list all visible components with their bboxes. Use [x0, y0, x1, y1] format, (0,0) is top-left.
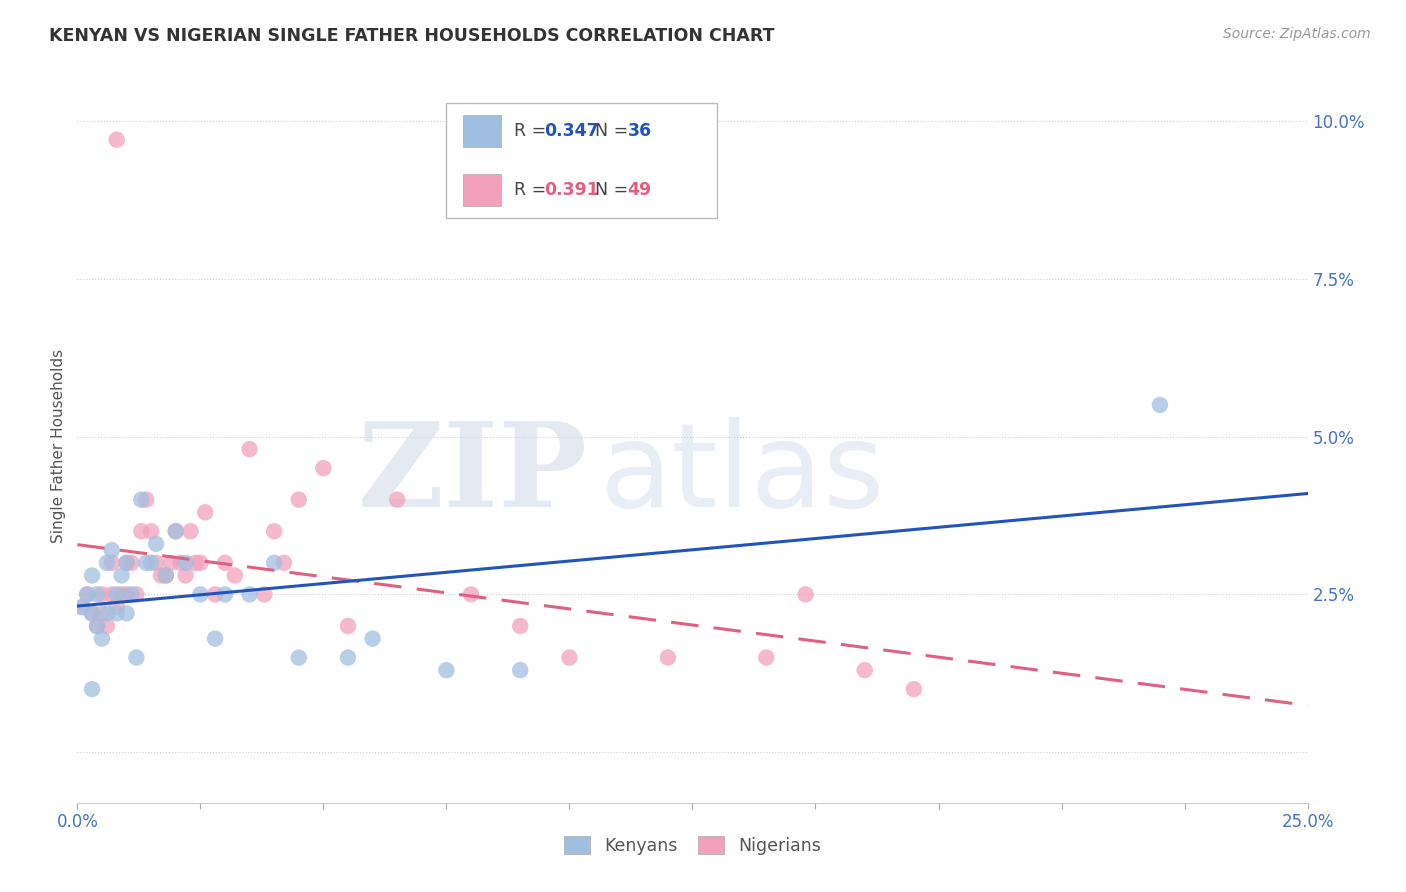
Point [145, 556, 167, 570]
Point [174, 568, 197, 582]
Point [111, 568, 132, 582]
Point [253, 587, 276, 601]
Text: 0.347: 0.347 [544, 122, 599, 140]
Point [141, 524, 163, 539]
Point [214, 556, 236, 570]
Point [76, 587, 98, 601]
Point [755, 650, 778, 665]
Point [86, 619, 108, 633]
Point [204, 632, 226, 646]
Point [204, 587, 226, 601]
Point [82, 568, 104, 582]
Y-axis label: Single Father Households: Single Father Households [51, 349, 66, 543]
Point [96, 556, 118, 570]
Point [165, 524, 187, 539]
Point [101, 543, 124, 558]
Point [361, 632, 384, 646]
Point [82, 607, 104, 621]
Point [853, 663, 876, 677]
Point [558, 650, 581, 665]
Point [111, 587, 132, 601]
Legend: Kenyans, Nigerians: Kenyans, Nigerians [557, 830, 828, 862]
Point [101, 587, 124, 601]
Point [115, 556, 138, 570]
Point [105, 587, 128, 601]
Point [214, 587, 236, 601]
Text: Source: ZipAtlas.com: Source: ZipAtlas.com [1223, 27, 1371, 41]
Point [105, 133, 128, 147]
Point [129, 524, 153, 539]
Point [337, 650, 360, 665]
Point [239, 442, 262, 457]
Point [70, 600, 93, 615]
Point [794, 587, 817, 601]
Point [385, 492, 409, 507]
Point [90, 607, 114, 621]
Point [121, 587, 143, 601]
Point [150, 568, 173, 582]
Text: atlas: atlas [600, 417, 886, 532]
Point [436, 663, 458, 677]
Point [160, 556, 183, 570]
Text: KENYAN VS NIGERIAN SINGLE FATHER HOUSEHOLDS CORRELATION CHART: KENYAN VS NIGERIAN SINGLE FATHER HOUSEHO… [49, 27, 775, 45]
Point [188, 587, 212, 601]
Point [125, 650, 148, 665]
Point [135, 556, 157, 570]
Point [70, 600, 93, 615]
Point [903, 682, 925, 697]
Point [101, 556, 124, 570]
Point [263, 556, 285, 570]
Text: N =: N = [585, 122, 634, 140]
Point [86, 587, 108, 601]
Point [288, 492, 311, 507]
Point [194, 505, 217, 519]
Point [82, 607, 104, 621]
Point [509, 619, 531, 633]
Point [141, 556, 163, 570]
Point [509, 663, 531, 677]
Point [90, 587, 114, 601]
Point [273, 556, 295, 570]
Point [1149, 398, 1171, 412]
Point [96, 607, 118, 621]
Point [155, 568, 177, 582]
Point [165, 524, 187, 539]
Point [188, 556, 212, 570]
Point [129, 492, 153, 507]
Point [184, 556, 207, 570]
Point [125, 587, 148, 601]
Point [657, 650, 679, 665]
Point [86, 619, 108, 633]
Point [312, 461, 335, 475]
Point [82, 682, 104, 697]
Text: R =: R = [515, 122, 551, 140]
Point [288, 650, 311, 665]
Point [170, 556, 193, 570]
Point [90, 632, 114, 646]
Point [121, 556, 143, 570]
Point [460, 587, 482, 601]
Text: 49: 49 [627, 181, 652, 199]
Point [337, 619, 360, 633]
Point [115, 607, 138, 621]
Point [174, 556, 197, 570]
Point [96, 619, 118, 633]
Text: 0.391: 0.391 [544, 181, 599, 199]
Point [224, 568, 246, 582]
Point [105, 607, 128, 621]
Point [155, 568, 177, 582]
Point [135, 492, 157, 507]
Point [145, 537, 167, 551]
Point [105, 600, 128, 615]
Text: ZIP: ZIP [359, 417, 588, 532]
Text: 36: 36 [627, 122, 652, 140]
Point [263, 524, 285, 539]
Point [115, 556, 138, 570]
Point [115, 587, 138, 601]
Point [76, 587, 98, 601]
Point [239, 587, 262, 601]
Text: N =: N = [585, 181, 634, 199]
Text: R =: R = [515, 181, 551, 199]
Point [180, 524, 202, 539]
